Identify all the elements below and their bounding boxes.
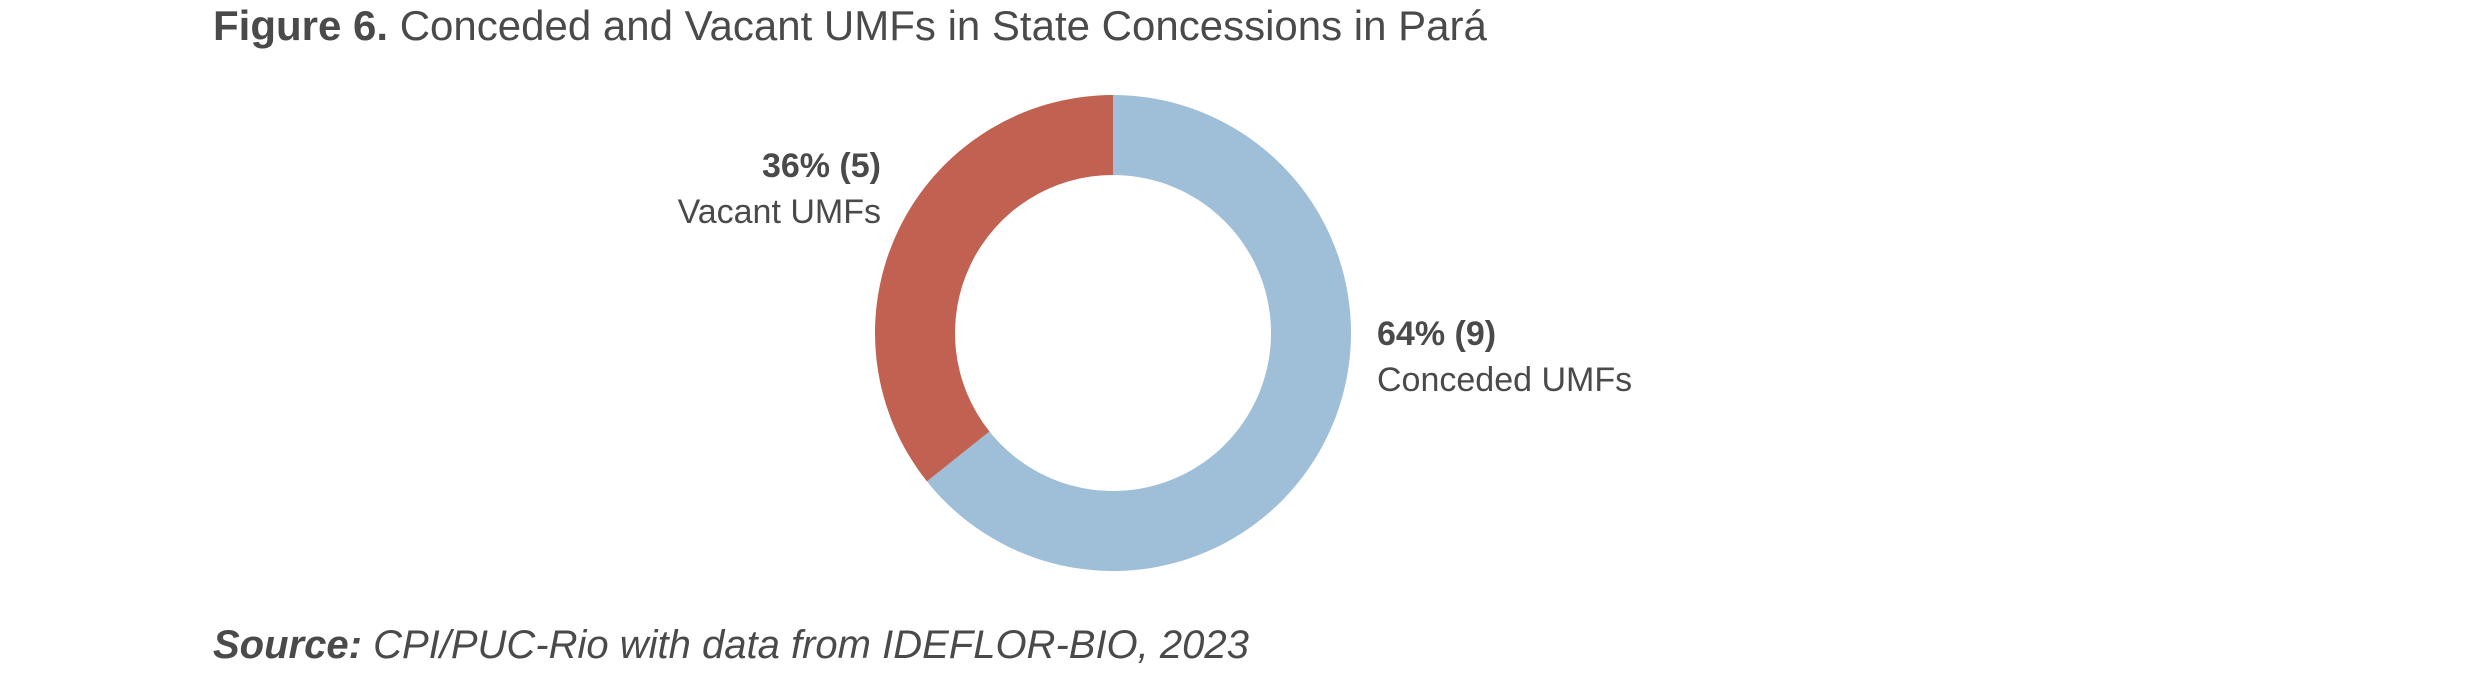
slice-percent-conceded: 64% (9): [1377, 315, 1497, 353]
slice-name-vacant: Vacant UMFs: [677, 193, 881, 231]
donut-slice-vacant-umfs: [875, 95, 1113, 482]
source-text: CPI/PUC-Rio with data from IDEFLOR-BIO, …: [373, 623, 1249, 667]
slice-label-conceded: 64% (9) Conceded UMFs: [1377, 311, 1632, 403]
source-lead: Source:: [213, 623, 362, 667]
source-note: Source: CPI/PUC-Rio with data from IDEFL…: [213, 620, 1249, 670]
figure-title: Figure 6. Conceded and Vacant UMFs in St…: [213, 0, 1487, 52]
slice-name-conceded: Conceded UMFs: [1377, 361, 1633, 399]
slice-percent-vacant: 36% (5): [761, 147, 881, 185]
donut-slices: [875, 95, 1351, 571]
figure-title-text: Conceded and Vacant UMFs in State Conces…: [399, 2, 1487, 49]
figure-title-lead: Figure 6.: [213, 2, 389, 49]
donut-slice-conceded-umfs: [926, 95, 1351, 571]
slice-label-vacant: 36% (5) Vacant UMFs: [678, 143, 881, 235]
